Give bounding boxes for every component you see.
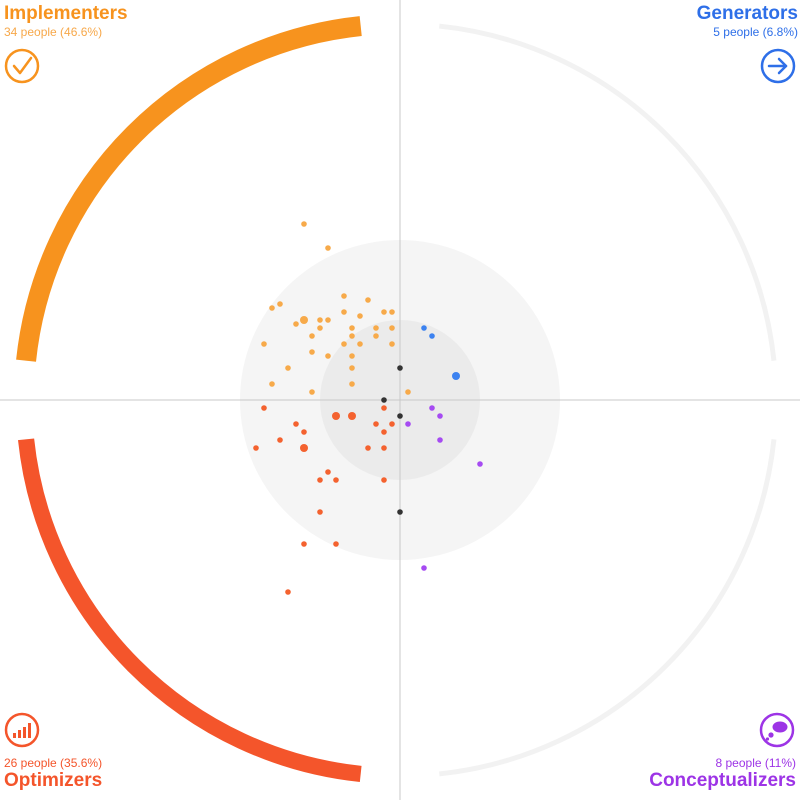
data-point-implementers[interactable] [341, 309, 347, 315]
data-point-implementers[interactable] [341, 293, 347, 299]
quadrant-count: 5 people (6.8%) [713, 25, 798, 39]
quadrant-title: Optimizers [4, 770, 103, 791]
data-point-implementers[interactable] [317, 317, 323, 323]
data-point-optimizers[interactable] [381, 445, 387, 451]
data-point-implementers[interactable] [301, 221, 307, 227]
data-point-implementers[interactable] [405, 389, 411, 395]
data-point-optimizers[interactable] [373, 421, 379, 427]
data-point-implementers[interactable] [349, 353, 355, 359]
data-point-optimizers[interactable] [253, 445, 259, 451]
data-point-optimizers[interactable] [365, 445, 371, 451]
data-point-implementers[interactable] [277, 301, 283, 307]
data-point-optimizers[interactable] [325, 469, 331, 475]
data-point-conceptualizers[interactable] [429, 405, 435, 411]
quadrant-title: Generators [696, 3, 798, 24]
data-point-implementers[interactable] [325, 317, 331, 323]
data-point-implementers[interactable] [349, 333, 355, 339]
quadrant-title: Implementers [4, 3, 128, 24]
data-point-implementers[interactable] [341, 341, 347, 347]
data-point-neutral[interactable] [397, 413, 403, 419]
data-points [253, 221, 483, 595]
data-point-optimizers[interactable] [381, 477, 387, 483]
arrow-right-icon [760, 48, 796, 84]
data-point-implementers[interactable] [309, 333, 315, 339]
data-point-implementers[interactable] [309, 349, 315, 355]
data-point-optimizers[interactable] [301, 429, 307, 435]
data-point-optimizers[interactable] [381, 405, 387, 411]
quadrant-count: 34 people (46.6%) [4, 25, 103, 39]
data-point-implementers[interactable] [325, 245, 331, 251]
thought-bubble-icon [759, 712, 795, 748]
data-point-implementers[interactable] [373, 333, 379, 339]
quadrant-arcs [16, 16, 777, 783]
arc-optimizers [17, 438, 362, 783]
data-point-implementers[interactable] [285, 365, 291, 371]
data-point-optimizers[interactable] [285, 589, 291, 595]
data-point-implementers[interactable] [349, 365, 355, 371]
data-point-implementers[interactable] [293, 321, 299, 327]
data-point-optimizers[interactable] [317, 477, 323, 483]
data-point-implementers[interactable] [300, 316, 308, 324]
data-point-conceptualizers[interactable] [437, 413, 443, 419]
data-point-implementers[interactable] [349, 381, 355, 387]
data-point-optimizers[interactable] [381, 429, 387, 435]
data-point-implementers[interactable] [389, 341, 395, 347]
quadrant-generators: Generators 5 people (6.8%) [697, 3, 798, 84]
data-point-optimizers[interactable] [301, 541, 307, 547]
data-point-optimizers[interactable] [333, 477, 339, 483]
data-point-generators[interactable] [429, 333, 435, 339]
data-point-implementers[interactable] [381, 309, 387, 315]
data-point-implementers[interactable] [317, 325, 323, 331]
quadrant-conceptualizers: 8 people (11%) Conceptualizers [649, 712, 796, 792]
data-point-neutral[interactable] [397, 365, 403, 371]
data-point-optimizers[interactable] [332, 412, 340, 420]
bar-chart-icon [4, 712, 40, 748]
data-point-optimizers[interactable] [277, 437, 283, 443]
quadrant-count: 8 people (11%) [715, 756, 797, 770]
data-point-implementers[interactable] [325, 353, 331, 359]
data-point-conceptualizers[interactable] [405, 421, 411, 427]
quadrant-count: 26 people (35.6%) [4, 756, 103, 770]
quadrant-optimizers: 26 people (35.6%) Optimizers [4, 712, 102, 792]
quadrant-implementers: Implementers 34 people (46.6%) [4, 3, 128, 84]
data-point-implementers[interactable] [389, 309, 395, 315]
data-point-conceptualizers[interactable] [421, 565, 427, 571]
data-point-neutral[interactable] [397, 509, 403, 515]
data-point-optimizers[interactable] [333, 541, 339, 547]
data-point-neutral[interactable] [381, 397, 387, 403]
data-point-optimizers[interactable] [293, 421, 299, 427]
data-point-generators[interactable] [421, 325, 427, 331]
data-point-optimizers[interactable] [348, 412, 356, 420]
arc-track-conceptualizers [439, 439, 777, 777]
data-point-implementers[interactable] [357, 313, 363, 319]
arc-implementers [16, 16, 362, 362]
data-point-implementers[interactable] [309, 389, 315, 395]
data-point-implementers[interactable] [389, 325, 395, 331]
data-point-optimizers[interactable] [317, 509, 323, 515]
check-icon [4, 48, 40, 84]
data-point-generators[interactable] [452, 372, 460, 380]
data-point-implementers[interactable] [269, 305, 275, 311]
data-point-implementers[interactable] [365, 297, 371, 303]
data-point-implementers[interactable] [261, 341, 267, 347]
quadrant-title: Conceptualizers [649, 770, 796, 791]
data-point-implementers[interactable] [349, 325, 355, 331]
data-point-implementers[interactable] [269, 381, 275, 387]
arc-track-generators [439, 23, 777, 361]
data-point-conceptualizers[interactable] [437, 437, 443, 443]
data-point-optimizers[interactable] [300, 444, 308, 452]
data-point-implementers[interactable] [357, 341, 363, 347]
data-point-conceptualizers[interactable] [477, 461, 483, 467]
data-point-optimizers[interactable] [389, 421, 395, 427]
data-point-optimizers[interactable] [261, 405, 267, 411]
data-point-implementers[interactable] [373, 325, 379, 331]
